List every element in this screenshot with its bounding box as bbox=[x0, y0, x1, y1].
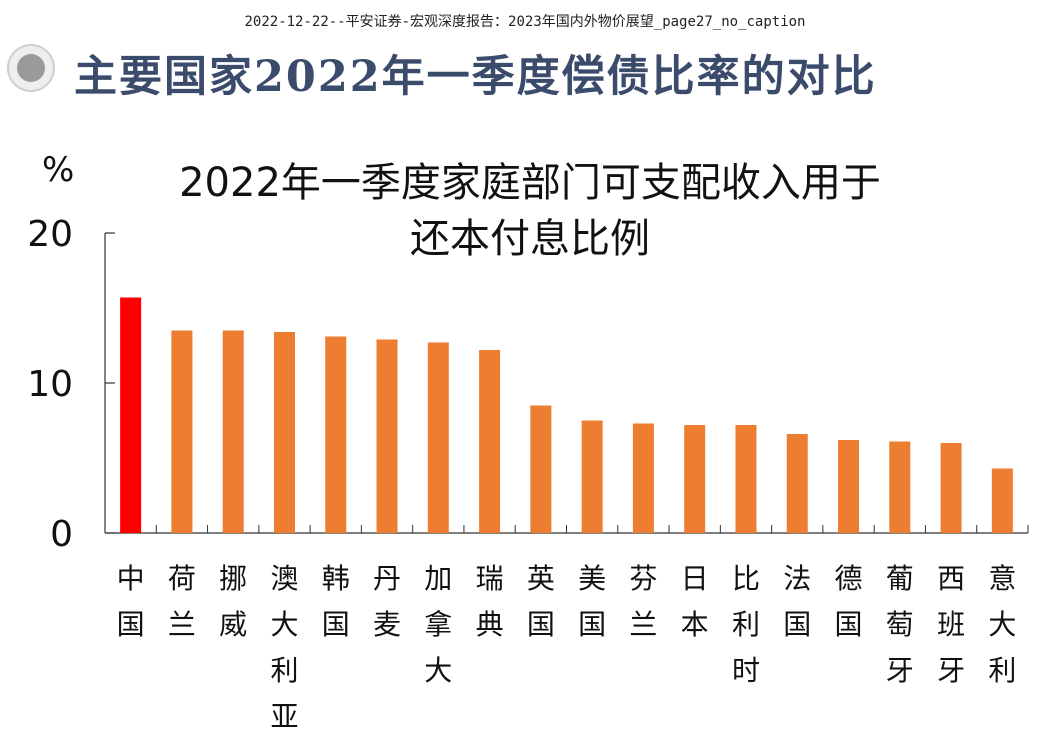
x-category-label-14: 德国 bbox=[835, 562, 863, 641]
x-category-label-1: 荷兰 bbox=[168, 562, 196, 641]
x-category-label-3: 澳大利亚 bbox=[270, 562, 298, 730]
x-category-label-6: 加拿大 bbox=[424, 562, 452, 687]
bar-17 bbox=[992, 469, 1013, 534]
bar-0 bbox=[120, 298, 141, 534]
bar-12 bbox=[735, 425, 756, 533]
y-tick-label: 20 bbox=[27, 214, 73, 255]
y-tick-label: 0 bbox=[50, 514, 73, 555]
bar-15 bbox=[889, 442, 910, 534]
x-category-label-0: 中国 bbox=[117, 562, 145, 641]
x-category-label-10: 芬兰 bbox=[629, 562, 657, 641]
x-category-label-4: 韩国 bbox=[322, 562, 350, 641]
x-category-label-2: 挪威 bbox=[219, 562, 247, 641]
x-category-label-12: 比利时 bbox=[732, 562, 760, 687]
bar-6 bbox=[428, 343, 449, 534]
x-category-label-7: 瑞典 bbox=[476, 562, 504, 641]
bar-16 bbox=[941, 443, 962, 533]
bar-11 bbox=[684, 425, 705, 533]
bar-5 bbox=[377, 340, 398, 534]
bar-4 bbox=[325, 337, 346, 534]
x-category-label-15: 葡萄牙 bbox=[886, 562, 914, 687]
x-category-label-9: 美国 bbox=[578, 562, 606, 641]
bar-10 bbox=[633, 424, 654, 534]
x-category-label-5: 丹麦 bbox=[373, 562, 401, 641]
x-category-label-8: 英国 bbox=[527, 562, 555, 641]
x-category-label-11: 日本 bbox=[681, 562, 709, 641]
bar-9 bbox=[582, 421, 603, 534]
bar-1 bbox=[171, 331, 192, 534]
bar-7 bbox=[479, 350, 500, 533]
bar-8 bbox=[530, 406, 551, 534]
bar-14 bbox=[838, 440, 859, 533]
x-category-label-13: 法国 bbox=[783, 562, 811, 641]
bar-2 bbox=[223, 331, 244, 534]
x-category-label-16: 西班牙 bbox=[937, 562, 965, 687]
y-tick-label: 10 bbox=[27, 364, 73, 405]
x-category-label-17: 意大利 bbox=[988, 562, 1016, 687]
bar-3 bbox=[274, 332, 295, 533]
bar-13 bbox=[787, 434, 808, 533]
